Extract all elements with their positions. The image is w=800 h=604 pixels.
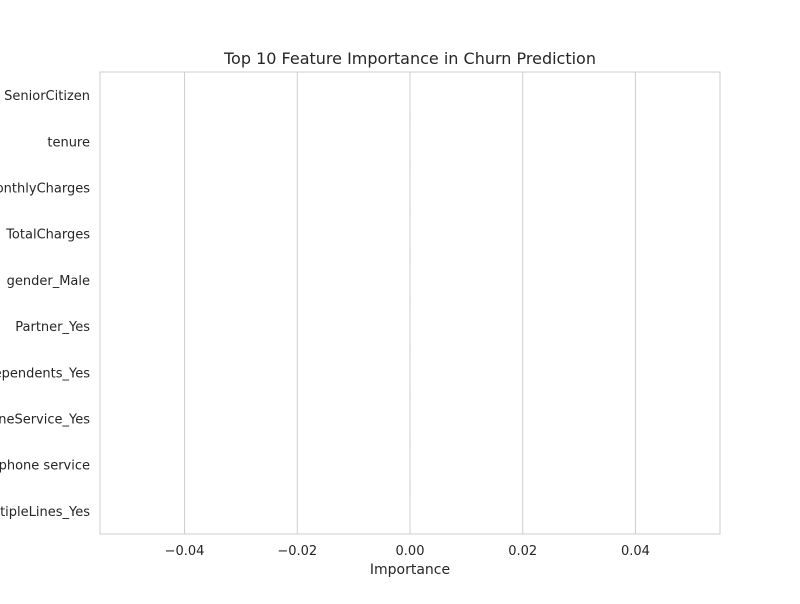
bar (410, 215, 411, 253)
x-axis-label: Importance (370, 562, 450, 578)
y-tick-label: Dependents_Yes (0, 366, 90, 381)
bar (410, 446, 411, 484)
y-tick-label: TotalCharges (5, 228, 90, 243)
y-tick-label: gender_Male (7, 274, 90, 289)
x-tick-label: 0.02 (508, 544, 537, 559)
x-tick-label: −0.04 (165, 544, 205, 559)
bar (410, 492, 411, 530)
y-tick-labels: SeniorCitizen tenure MonthlyCharges TotalCh… (0, 89, 90, 520)
x-tick-label: 0.04 (621, 544, 650, 559)
bar (410, 261, 411, 299)
y-tick-label: tenure (47, 135, 90, 150)
bar (410, 122, 411, 160)
y-tick-label: MultipleLines_No phone service (0, 459, 90, 474)
bars (410, 76, 411, 530)
x-tick-labels: −0.04 −0.02 0.00 0.02 0.04 (165, 544, 650, 559)
x-tick-label: 0.00 (396, 544, 425, 559)
bar (410, 76, 411, 114)
y-tick-label: PhoneService_Yes (0, 413, 90, 428)
y-tick-label: MultipleLines_Yes (0, 505, 90, 520)
x-tick-label: −0.02 (277, 544, 317, 559)
bar (410, 307, 411, 345)
y-tick-label: MonthlyCharges (0, 182, 90, 197)
bar (410, 400, 411, 437)
y-tick-label: Partner_Yes (15, 320, 90, 335)
bar (410, 169, 411, 206)
bar (410, 353, 411, 391)
chart-title: Top 10 Feature Importance in Churn Predi… (223, 49, 596, 68)
y-tick-label: SeniorCitizen (4, 89, 90, 104)
